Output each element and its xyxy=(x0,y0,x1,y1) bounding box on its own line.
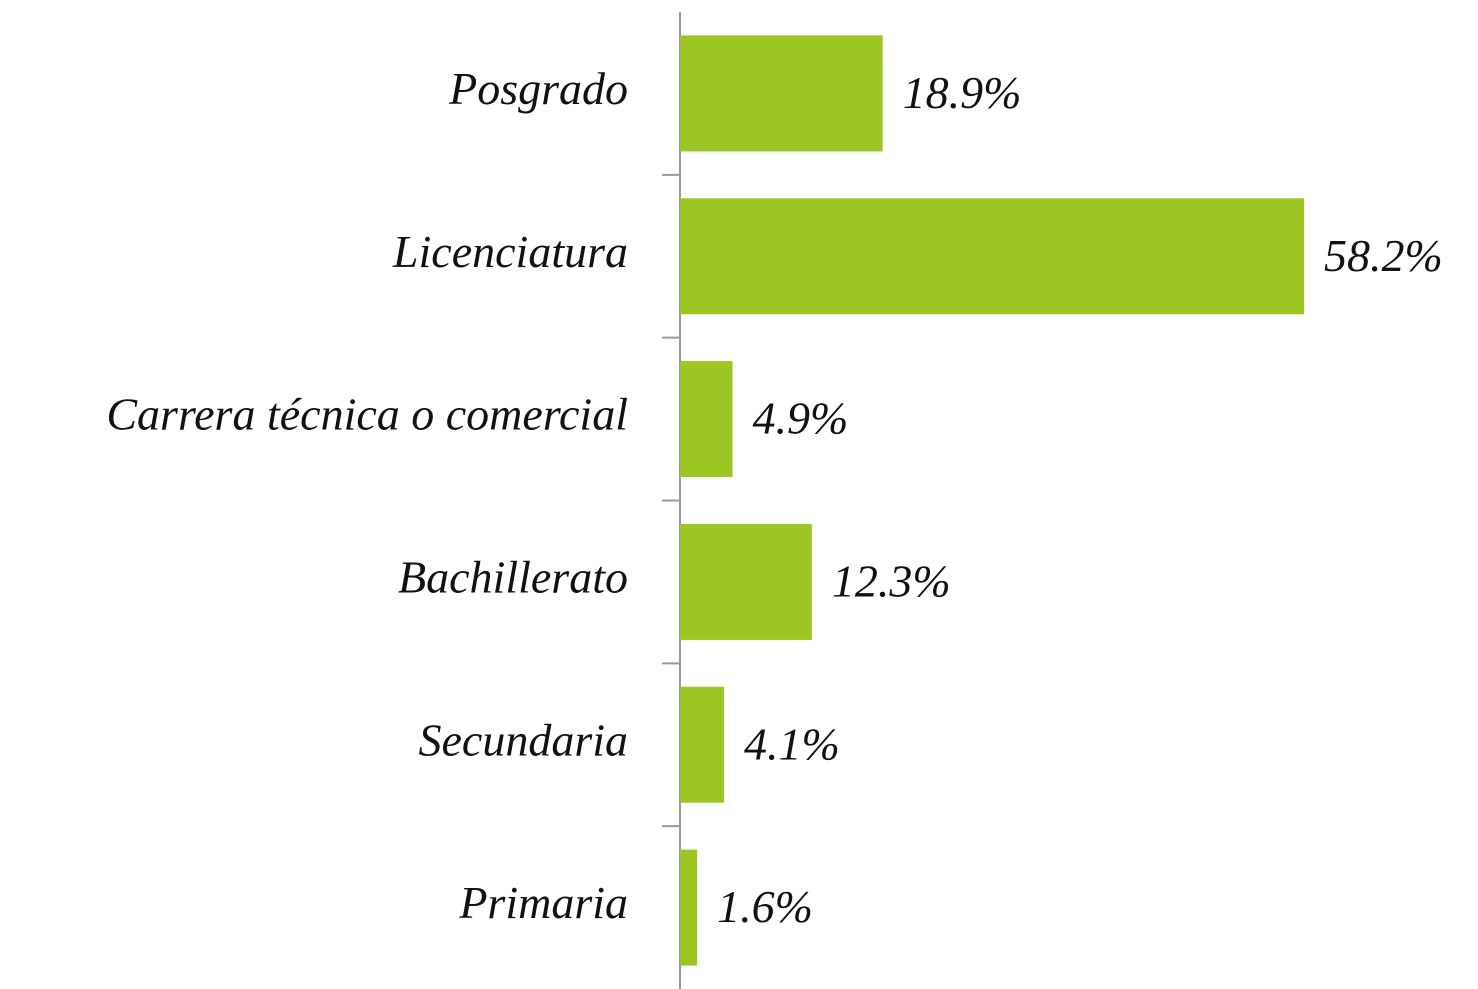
bar xyxy=(680,686,724,803)
value-label: 4.9% xyxy=(753,393,849,444)
bar xyxy=(680,198,1304,315)
category-label: Carrera técnica o comercial xyxy=(106,389,628,440)
bar xyxy=(680,849,698,966)
bar xyxy=(680,361,733,478)
value-label: 18.9% xyxy=(903,67,1022,118)
category-label: Licenciatura xyxy=(392,226,628,277)
value-label: 58.2% xyxy=(1324,230,1443,281)
value-label: 12.3% xyxy=(832,555,951,606)
bar xyxy=(680,523,812,640)
category-label: Posgrado xyxy=(448,63,628,114)
value-label: 4.1% xyxy=(744,718,840,769)
category-label: Secundaria xyxy=(418,714,628,765)
bar xyxy=(680,35,883,152)
value-label: 1.6% xyxy=(717,881,813,932)
category-label: Primaria xyxy=(458,877,628,928)
category-label: Bachillerato xyxy=(398,551,628,602)
